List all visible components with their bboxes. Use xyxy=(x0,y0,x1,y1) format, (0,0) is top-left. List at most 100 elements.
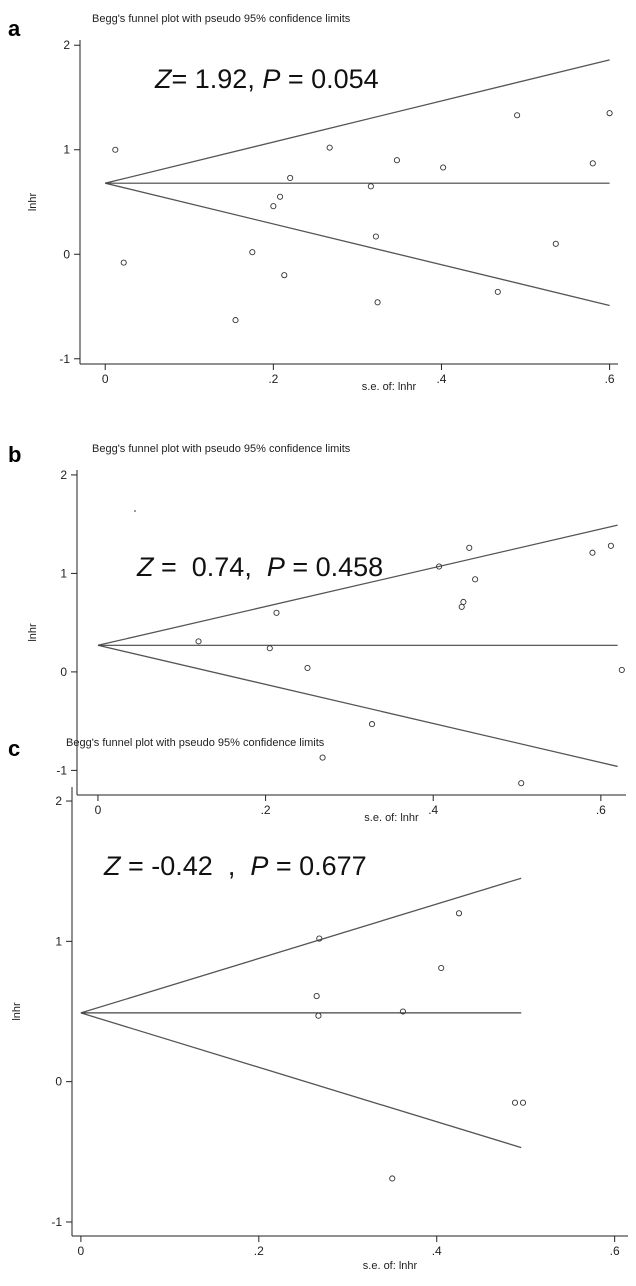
funnel-plot-panel-a: a Begg's funnel plot with pseudo 95% conf… xyxy=(8,13,618,393)
x-tick-label: .4 xyxy=(432,1244,442,1258)
x-tick-label: 0 xyxy=(95,803,102,817)
study-point xyxy=(281,272,288,279)
study-point xyxy=(393,157,400,164)
z-value: = 1.92, xyxy=(172,64,263,94)
study-point xyxy=(315,1012,322,1019)
study-point xyxy=(304,664,311,672)
y-tick-label: 1 xyxy=(55,934,62,948)
panel-label: b xyxy=(8,442,21,467)
y-tick-label: 1 xyxy=(63,143,70,157)
study-point xyxy=(440,164,447,171)
x-tick-label: .2 xyxy=(254,1244,264,1258)
y-tick-label: 2 xyxy=(55,794,62,808)
stray-dot xyxy=(134,510,136,512)
y-tick-label: 0 xyxy=(60,665,67,679)
study-point xyxy=(466,544,473,551)
x-tick-label: 0 xyxy=(78,1244,85,1258)
lower-confidence-limit-line xyxy=(105,182,610,307)
y-tick-label: -1 xyxy=(51,1215,62,1229)
study-point xyxy=(195,638,202,645)
p-value: = 0.458 xyxy=(285,552,383,582)
study-point xyxy=(589,160,596,167)
funnel-plot-panel-c: c Begg's funnel plot with pseudo 95% conf… xyxy=(8,736,628,1272)
study-point xyxy=(367,183,374,190)
z-symbol: Z xyxy=(154,64,173,94)
p-symbol: P xyxy=(262,64,280,94)
y-tick-label: 0 xyxy=(63,247,70,261)
y-tick-label: 2 xyxy=(60,468,67,482)
study-point xyxy=(316,935,323,942)
study-point xyxy=(518,780,525,787)
study-point xyxy=(552,240,559,247)
study-point xyxy=(374,299,381,306)
x-tick-label: .2 xyxy=(261,803,271,817)
study-point xyxy=(399,1008,406,1015)
study-point xyxy=(266,645,273,652)
x-axis-label: s.e. of: lnhr xyxy=(362,381,417,393)
z-symbol: Z xyxy=(136,552,155,582)
study-point xyxy=(589,549,596,556)
study-point xyxy=(494,288,501,295)
z-symbol: Z xyxy=(103,851,122,881)
begg-test-statistic: Z= 1.92, P = 0.054 xyxy=(154,64,379,94)
x-tick-label: .6 xyxy=(610,1244,620,1258)
lower-confidence-limit-line xyxy=(80,1012,522,1149)
upper-confidence-limit-line xyxy=(105,59,610,184)
study-point xyxy=(514,112,521,119)
y-tick-label: 0 xyxy=(55,1075,62,1089)
study-point xyxy=(120,259,127,266)
study-point xyxy=(277,193,284,200)
upper-confidence-limit-line xyxy=(80,877,522,1014)
chart-title: Begg's funnel plot with pseudo 95% confi… xyxy=(92,13,351,25)
study-point xyxy=(287,174,294,182)
study-point xyxy=(436,563,443,570)
x-axis-label: s.e. of: lnhr xyxy=(364,812,419,824)
x-tick-label: .4 xyxy=(428,803,438,817)
study-point xyxy=(270,203,277,210)
y-tick-label: -1 xyxy=(56,763,67,777)
y-axis-label: lnhr xyxy=(11,1002,23,1021)
study-point xyxy=(455,910,463,917)
lower-confidence-limit-line xyxy=(97,644,618,768)
p-symbol: P xyxy=(267,552,285,582)
begg-test-statistic: Z = -0.42 , P = 0.677 xyxy=(103,851,367,881)
p-symbol: P xyxy=(250,851,268,881)
x-tick-label: .6 xyxy=(596,803,606,817)
study-point xyxy=(618,666,625,673)
study-point xyxy=(519,1099,527,1106)
study-point xyxy=(372,233,379,240)
study-point xyxy=(368,721,376,728)
chart-title: Begg's funnel plot with pseudo 95% confi… xyxy=(92,443,351,455)
study-point xyxy=(472,576,479,583)
study-point xyxy=(319,754,326,761)
upper-confidence-limit-line xyxy=(97,524,618,646)
study-point xyxy=(273,609,280,616)
y-axis-label: lnhr xyxy=(27,623,39,642)
study-point xyxy=(313,993,320,1000)
y-tick-label: -1 xyxy=(59,352,70,366)
chart-title: Begg's funnel plot with pseudo 95% confi… xyxy=(66,737,325,749)
study-point xyxy=(326,144,333,151)
study-point xyxy=(511,1099,519,1106)
study-point xyxy=(460,598,467,606)
p-value: = 0.054 xyxy=(280,64,378,94)
study-point xyxy=(438,964,445,972)
study-point xyxy=(606,110,613,117)
y-axis-label: lnhr xyxy=(27,192,39,211)
x-axis-label: s.e. of: lnhr xyxy=(363,1260,418,1272)
panel-label: c xyxy=(8,736,20,761)
x-tick-label: 0 xyxy=(102,372,109,386)
study-point xyxy=(607,542,614,549)
begg-test-statistic: Z = 0.74, P = 0.458 xyxy=(136,552,383,582)
study-point xyxy=(112,146,119,153)
panel-label: a xyxy=(8,16,21,41)
study-point xyxy=(458,603,465,610)
p-value: = 0.677 xyxy=(268,851,366,881)
y-tick-label: 1 xyxy=(60,566,67,580)
x-tick-label: .6 xyxy=(605,372,615,386)
z-value: = -0.42 , xyxy=(121,851,251,881)
x-tick-label: .2 xyxy=(268,372,278,386)
funnel-plot-panel-b: b Begg's funnel plot with pseudo 95% conf… xyxy=(8,442,626,824)
study-point xyxy=(389,1175,396,1182)
